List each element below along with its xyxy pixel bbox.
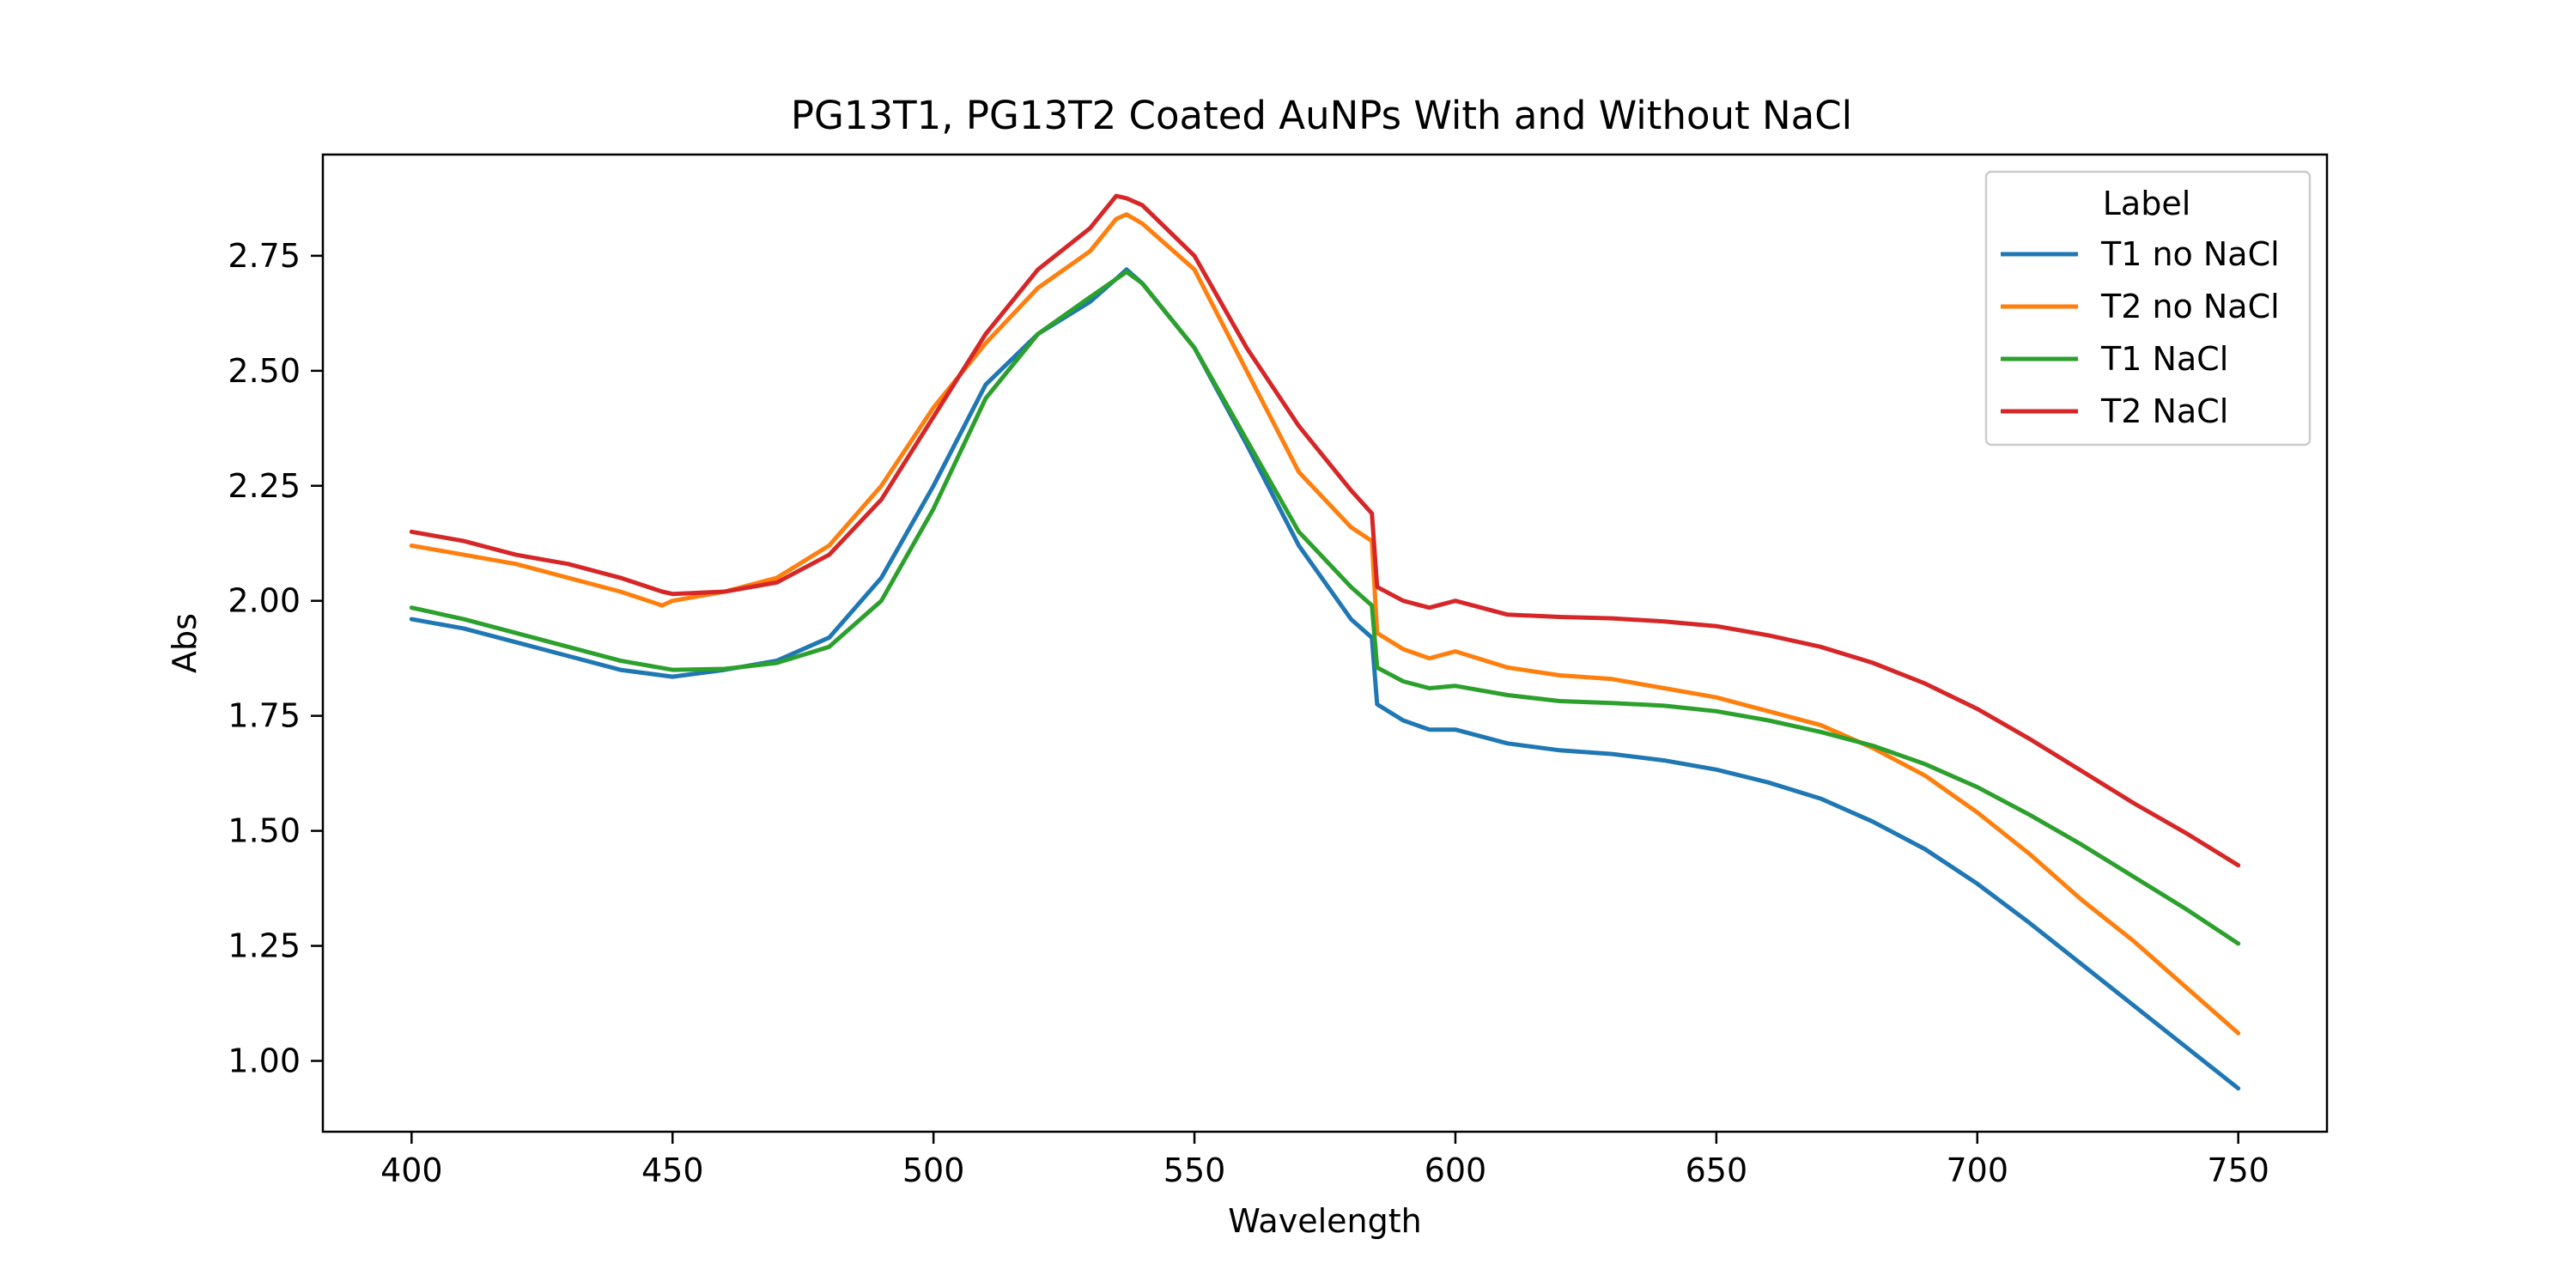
x-tick-label: 450: [641, 1151, 704, 1189]
x-axis: 400 450 500 550 600 650 700 750: [380, 1132, 2269, 1189]
series-layer: [409, 193, 2241, 1091]
x-tick-label: 550: [1163, 1151, 1226, 1189]
legend-label: T1 NaCl: [2100, 340, 2228, 378]
series-line-3: [409, 270, 2241, 946]
x-tick-label: 750: [2207, 1151, 2269, 1189]
legend-items: T1 no NaCl T2 no NaCl T1 NaCl T2 NaCl: [2001, 235, 2280, 430]
chart-title: PG13T1, PG13T2 Coated AuNPs With and Wit…: [791, 93, 1852, 138]
legend-label: T2 NaCl: [2100, 392, 2228, 430]
series-line-4: [409, 193, 2241, 868]
x-tick-label: 400: [380, 1151, 443, 1189]
y-tick-label: 2.50: [228, 352, 301, 390]
x-tick-label: 500: [902, 1151, 965, 1189]
x-tick-label: 600: [1425, 1151, 1487, 1189]
legend-label: T1 no NaCl: [2100, 235, 2280, 273]
y-tick-label: 1.25: [228, 927, 301, 965]
x-axis-label: Wavelength: [1228, 1202, 1421, 1240]
y-tick-label: 1.00: [228, 1042, 301, 1079]
y-tick-label: 1.50: [228, 812, 301, 850]
y-tick-label: 2.00: [228, 582, 301, 620]
legend-box: [1984, 170, 2312, 447]
x-tick-label: 650: [1686, 1151, 1748, 1189]
y-axis-label: Abs: [166, 613, 204, 673]
y-axis: 1.00 1.25 1.50 1.75 2.00 2.25 2.50 2.75: [228, 237, 323, 1079]
x-tick-label: 700: [1947, 1151, 2009, 1189]
legend: Label T1 no NaCl T2 no NaCl T1 NaCl T2 NaCl: [1984, 170, 2312, 447]
y-tick-label: 2.25: [228, 467, 301, 505]
y-tick-label: 1.75: [228, 697, 301, 735]
legend-title: Label: [2103, 185, 2191, 222]
y-tick-label: 2.75: [228, 237, 301, 275]
legend-label: T2 no NaCl: [2100, 288, 2280, 325]
